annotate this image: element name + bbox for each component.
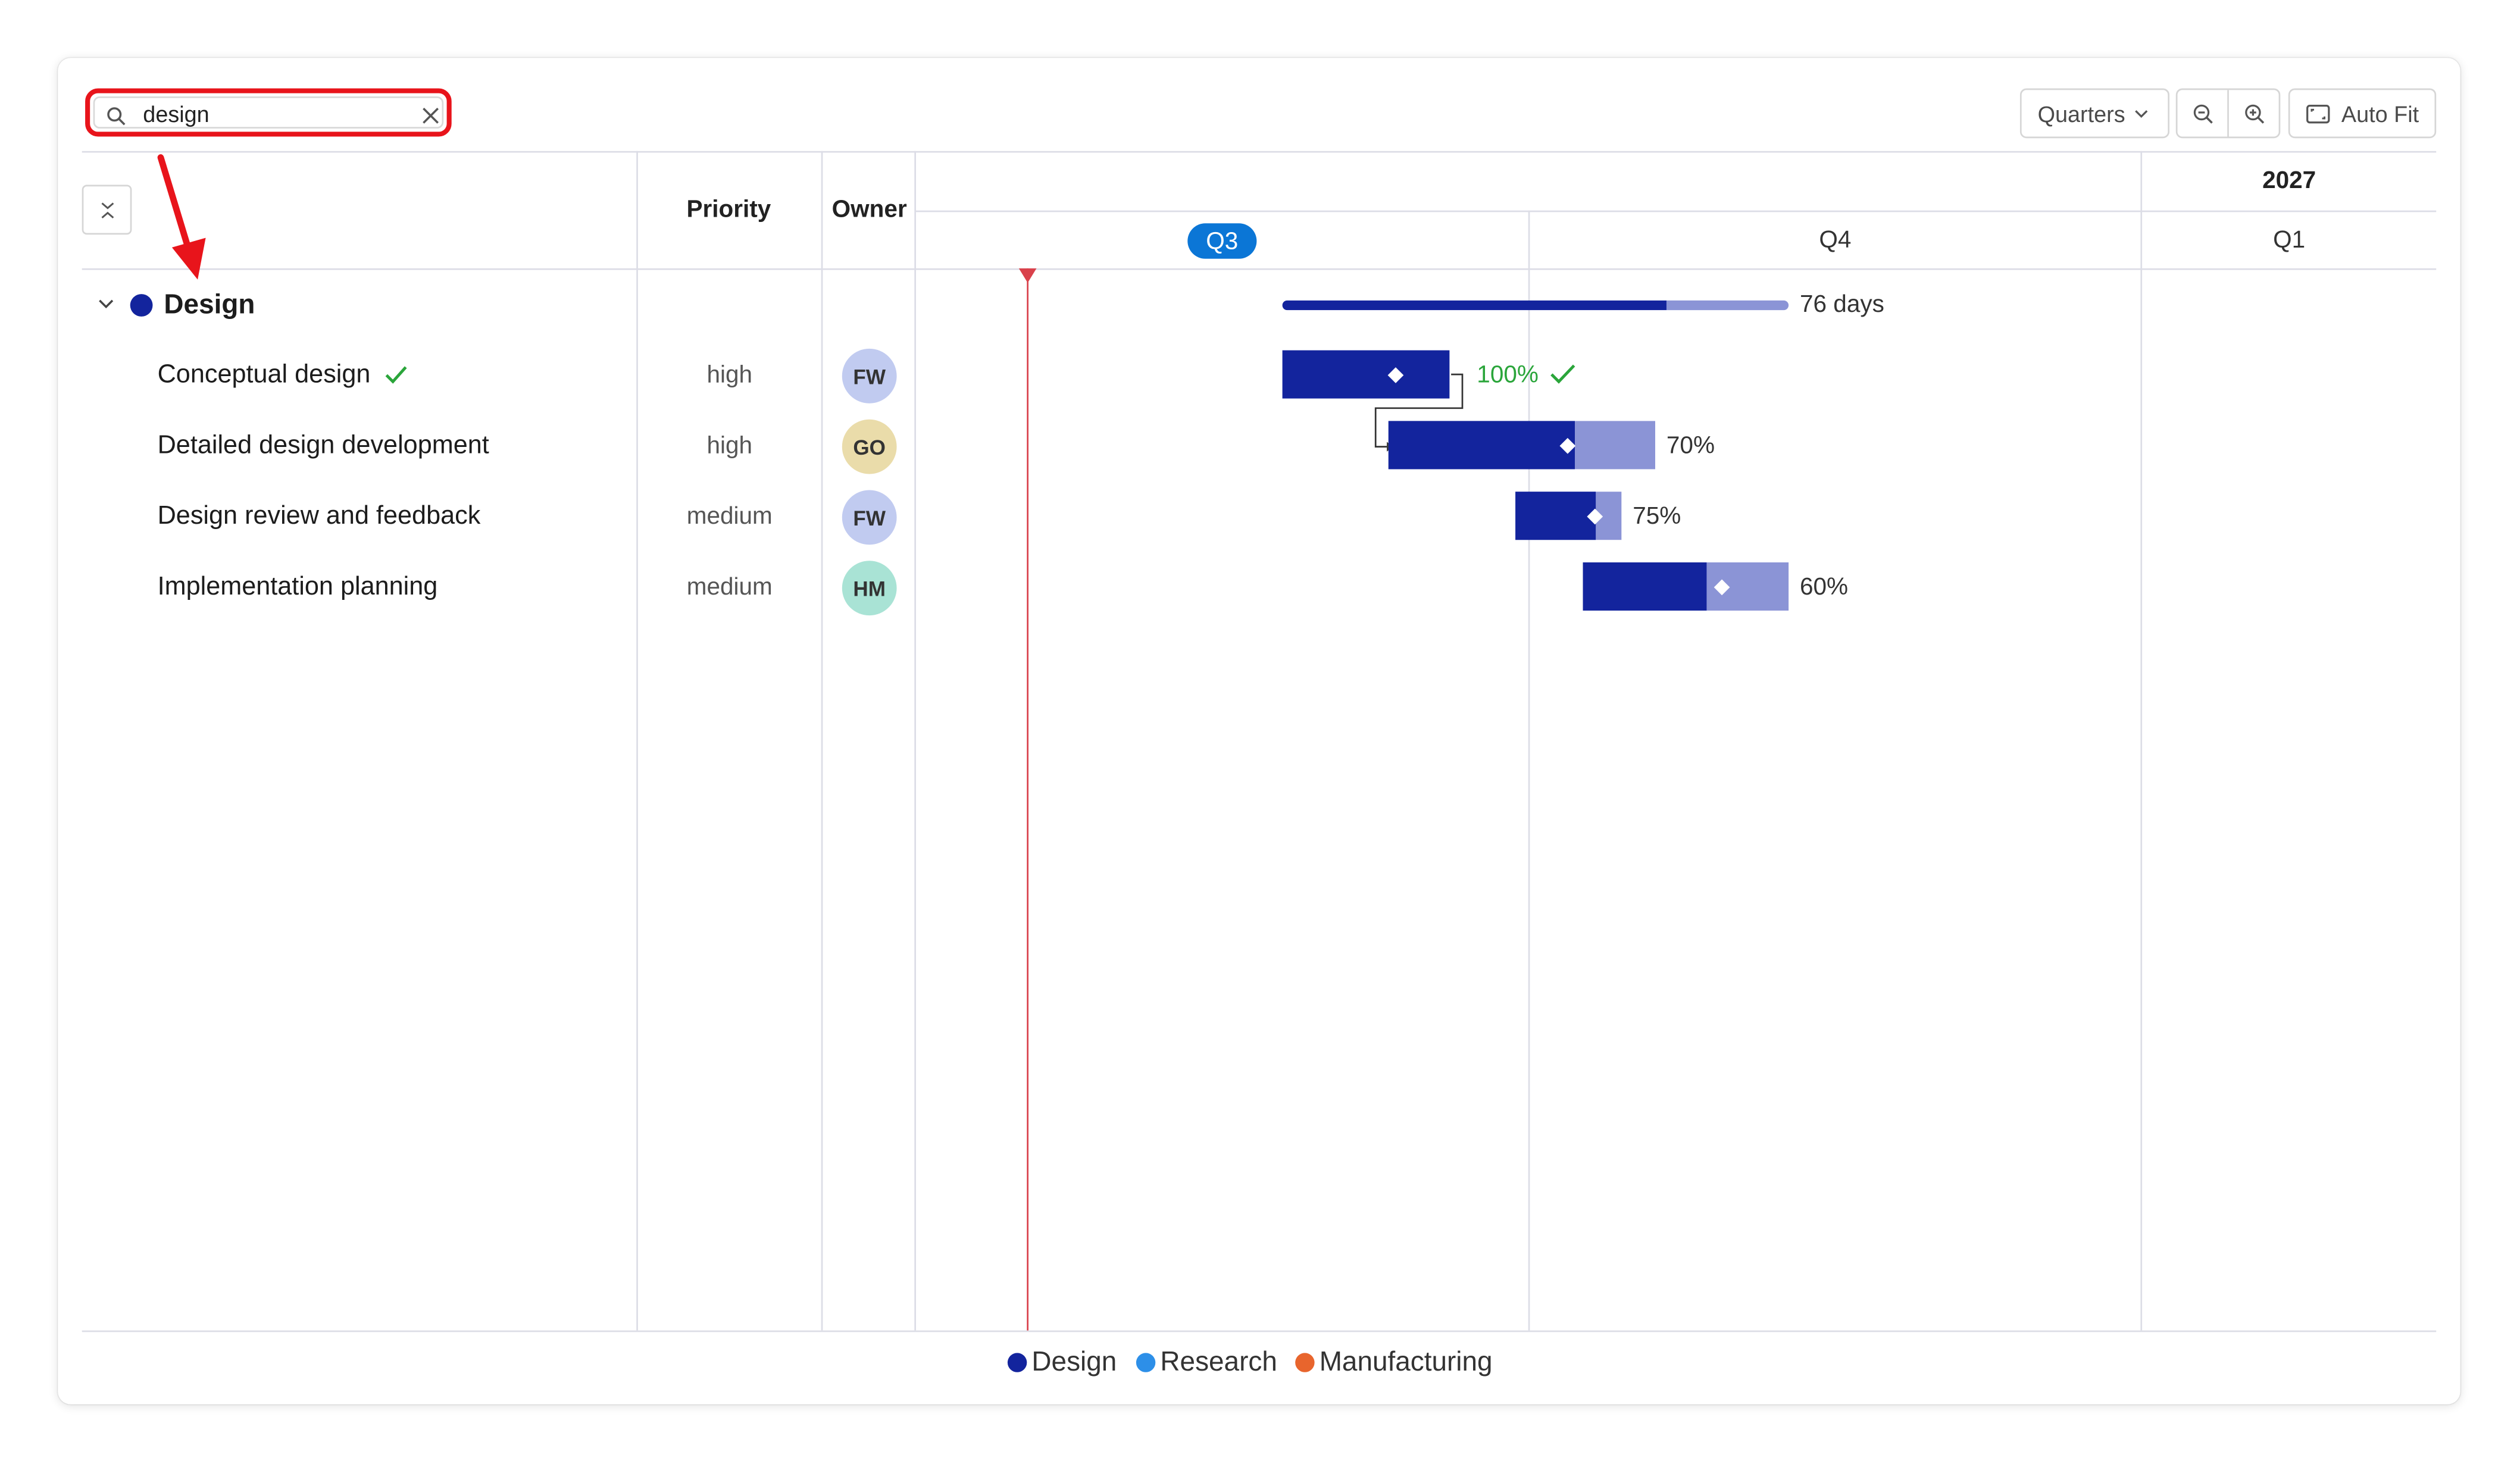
close-icon[interactable] [421, 106, 440, 125]
avatar[interactable]: FW [842, 348, 897, 403]
task-name[interactable]: Detailed design development [157, 432, 489, 460]
zoom-in-button[interactable] [2229, 90, 2279, 136]
task-priority: medium [686, 573, 773, 601]
year-row-border [916, 210, 2437, 212]
gantt-card: Quarters [58, 58, 2460, 1404]
today-marker-icon [1018, 268, 1037, 283]
group-duration: 76 days [1800, 290, 1884, 318]
priority-header[interactable]: Priority [686, 196, 771, 224]
collapse-all-button[interactable] [82, 184, 132, 235]
avatar-initials: FW [853, 505, 886, 530]
quarter-divider-q4 [1528, 210, 1530, 1331]
zoom-out-button[interactable] [2178, 90, 2229, 137]
legend-label: Research [1160, 1346, 1277, 1377]
legend-item-research[interactable]: Research [1136, 1347, 1277, 1379]
auto-fit-label: Auto Fit [2341, 100, 2419, 126]
task-bar-progress [1388, 421, 1575, 470]
avatar[interactable]: FW [842, 490, 897, 545]
legend-dot [1295, 1353, 1315, 1372]
task-progress-label: 70% [1666, 432, 1715, 460]
task-priority: high [706, 432, 753, 460]
group-progress-fill [1282, 300, 1667, 311]
task-progress-label: 60% [1800, 573, 1849, 601]
task-bar-progress [1515, 492, 1596, 540]
chevron-down-icon[interactable] [98, 299, 114, 310]
avatar-initials: GO [853, 434, 886, 459]
view-mode-value: Quarters [2037, 100, 2125, 126]
task-progress-label: 100% [1477, 362, 1575, 389]
fit-screen-icon [2306, 104, 2330, 123]
legend-item-design[interactable]: Design [1007, 1346, 1117, 1379]
legend-label: Design [1031, 1346, 1117, 1377]
legend-label: Manufacturing [1319, 1346, 1493, 1377]
avatar[interactable]: HM [842, 561, 897, 616]
quarter-q4-label: Q4 [1819, 226, 1852, 254]
zoom-in-icon [2244, 104, 2263, 123]
collapse-all-icon [101, 202, 113, 218]
task-bar-progress [1583, 562, 1707, 611]
avatar[interactable]: GO [842, 419, 897, 474]
avatar-initials: FW [853, 364, 886, 389]
header-top-border [82, 151, 2437, 153]
quarter-q3-label: Q3 [1206, 227, 1239, 255]
task-priority: high [706, 361, 753, 389]
avatar-initials: HM [853, 575, 886, 600]
search-box[interactable] [85, 88, 452, 137]
task-bar[interactable] [1282, 350, 1450, 399]
quarter-divider-q1 [2140, 151, 2143, 1331]
header-bottom-border [82, 268, 2437, 270]
group-name[interactable]: Design [164, 289, 255, 320]
legend-dot [1007, 1353, 1027, 1372]
year-label: 2027 [2262, 167, 2316, 195]
zoom-controls [2175, 88, 2281, 139]
task-name[interactable]: Implementation planning [157, 573, 438, 601]
task-progress-label: 75% [1633, 503, 1681, 530]
quarter-q1-label: Q1 [2273, 226, 2306, 254]
task-priority: medium [686, 503, 773, 530]
view-mode-select[interactable]: Quarters [2019, 88, 2169, 139]
owner-header[interactable]: Owner [831, 196, 907, 224]
col-divider-timeline[interactable] [914, 151, 916, 1331]
task-name[interactable]: Design review and feedback [157, 503, 481, 530]
col-divider-priority[interactable] [636, 151, 638, 1331]
col-divider-owner[interactable] [821, 151, 823, 1331]
legend-dot [1136, 1353, 1156, 1372]
auto-fit-button[interactable]: Auto Fit [2288, 88, 2437, 139]
group-color-dot [130, 294, 153, 317]
today-marker-line [1027, 268, 1028, 1331]
search-icon [107, 107, 126, 126]
legend-item-manufacturing[interactable]: Manufacturing [1295, 1346, 1493, 1379]
task-name-text: Conceptual design [157, 361, 371, 389]
task-name[interactable]: Conceptual design [158, 362, 408, 391]
zoom-out-icon [2193, 104, 2212, 123]
chevron-down-icon [2136, 109, 2149, 117]
quarter-q3-current: Q3 [1187, 223, 1257, 259]
check-icon [1549, 364, 1575, 384]
footer-border [82, 1330, 2437, 1332]
group-summary-bar[interactable] [1282, 300, 1789, 311]
task-progress-text: 100% [1477, 361, 1539, 389]
check-icon [385, 366, 407, 384]
annotation-arrow-icon [157, 154, 206, 280]
search-input[interactable] [143, 99, 384, 129]
